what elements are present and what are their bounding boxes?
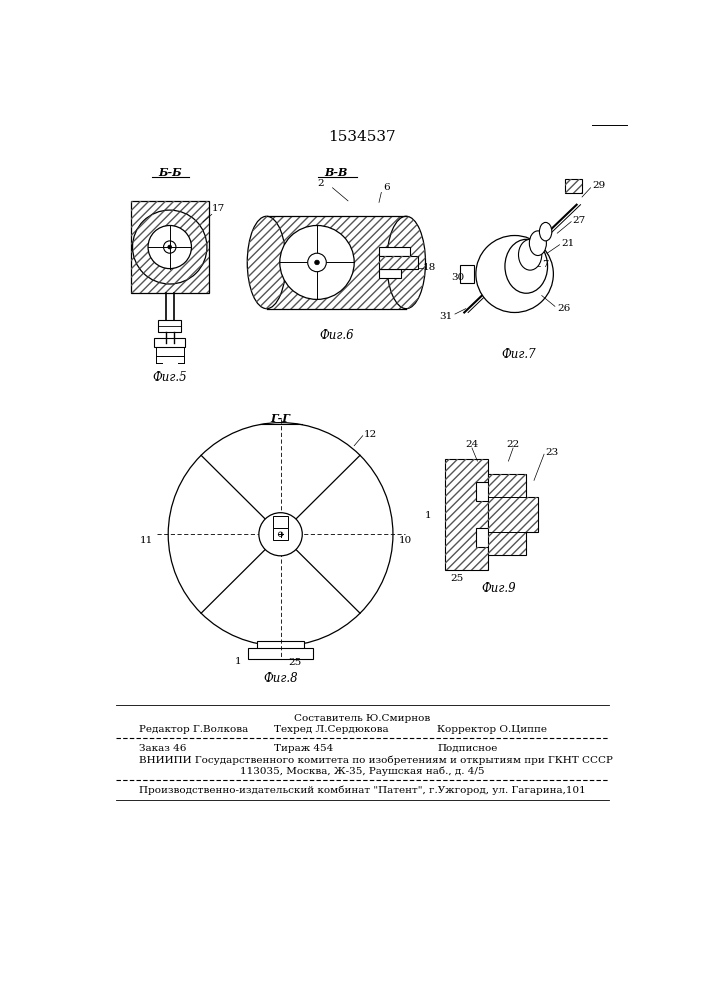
Text: Фиг.8: Фиг.8 — [263, 672, 298, 685]
Text: Составитель Ю.Смирнов: Составитель Ю.Смирнов — [294, 714, 430, 723]
Text: Подписное: Подписное — [437, 744, 498, 753]
Text: Редактор Г.Волкова: Редактор Г.Волкова — [139, 725, 248, 734]
Bar — [379, 256, 418, 269]
Circle shape — [308, 253, 327, 272]
Bar — [273, 516, 288, 528]
Polygon shape — [445, 459, 488, 570]
Text: 10: 10 — [398, 536, 411, 545]
Bar — [379, 269, 401, 278]
Text: Производственно-издательский комбинат "Патент", г.Ужгород, ул. Гагарина,101: Производственно-издательский комбинат "П… — [139, 785, 585, 795]
Bar — [248, 648, 313, 659]
Text: ВНИИПИ Государственного комитета по изобретениям и открытиям при ГКНТ СССР: ВНИИПИ Государственного комитета по изоб… — [139, 756, 613, 765]
Text: 18: 18 — [423, 263, 436, 272]
Text: Тираж 454: Тираж 454 — [274, 744, 334, 753]
Ellipse shape — [539, 222, 552, 241]
Ellipse shape — [530, 231, 547, 256]
Text: 1534537: 1534537 — [328, 130, 396, 144]
Text: 22: 22 — [506, 440, 520, 449]
Circle shape — [280, 225, 354, 299]
Text: Фиг.5: Фиг.5 — [153, 371, 187, 384]
Text: 25: 25 — [288, 658, 302, 667]
Text: Заказ 46: Заказ 46 — [139, 744, 186, 753]
Text: Фиг.9: Фиг.9 — [481, 582, 516, 595]
Text: 31: 31 — [439, 312, 452, 321]
Text: 23: 23 — [546, 448, 559, 457]
Circle shape — [132, 210, 207, 284]
Ellipse shape — [505, 239, 547, 293]
Bar — [379, 247, 410, 256]
Text: 21: 21 — [561, 239, 574, 248]
Circle shape — [163, 241, 176, 253]
Ellipse shape — [518, 239, 542, 270]
Bar — [257, 641, 304, 650]
Text: Г-Г: Г-Г — [271, 413, 291, 424]
Circle shape — [259, 513, 303, 556]
Bar — [158, 320, 182, 332]
Text: Корректор О.Циппе: Корректор О.Циппе — [437, 725, 547, 734]
Bar — [460, 265, 474, 283]
Text: 7: 7 — [542, 260, 548, 269]
Bar — [565, 179, 582, 193]
Bar — [565, 179, 582, 193]
Text: 11: 11 — [139, 536, 153, 545]
Text: 1: 1 — [424, 511, 431, 520]
Text: 12: 12 — [364, 430, 378, 439]
Text: 2: 2 — [317, 179, 325, 188]
Circle shape — [315, 260, 320, 265]
Polygon shape — [488, 474, 538, 555]
Bar — [379, 256, 418, 269]
Text: 24: 24 — [465, 440, 479, 449]
Text: 17: 17 — [212, 204, 226, 213]
Bar — [131, 201, 209, 293]
Circle shape — [168, 423, 393, 646]
Text: 26: 26 — [557, 304, 571, 313]
Text: Фиг.6: Фиг.6 — [319, 329, 354, 342]
Text: В-В: В-В — [325, 167, 348, 178]
Text: 113035, Москва, Ж-35, Раушская наб., д. 4/5: 113035, Москва, Ж-35, Раушская наб., д. … — [240, 767, 484, 776]
Bar — [267, 216, 406, 309]
Text: 1: 1 — [235, 657, 242, 666]
Text: 29: 29 — [592, 181, 605, 190]
Circle shape — [148, 225, 192, 269]
Text: 25: 25 — [450, 574, 463, 583]
Bar — [154, 338, 185, 347]
Bar — [131, 201, 209, 293]
Bar — [273, 528, 288, 540]
Text: Фиг.7: Фиг.7 — [501, 348, 536, 361]
Text: Техред Л.Сердюкова: Техред Л.Сердюкова — [274, 725, 389, 734]
Bar — [267, 216, 406, 309]
Circle shape — [476, 235, 554, 312]
Text: Б-Б: Б-Б — [158, 167, 182, 178]
Ellipse shape — [387, 216, 426, 309]
Ellipse shape — [247, 216, 286, 309]
Text: 6: 6 — [383, 183, 390, 192]
Text: 30: 30 — [451, 273, 464, 282]
Text: 27: 27 — [573, 216, 586, 225]
Circle shape — [168, 245, 172, 249]
